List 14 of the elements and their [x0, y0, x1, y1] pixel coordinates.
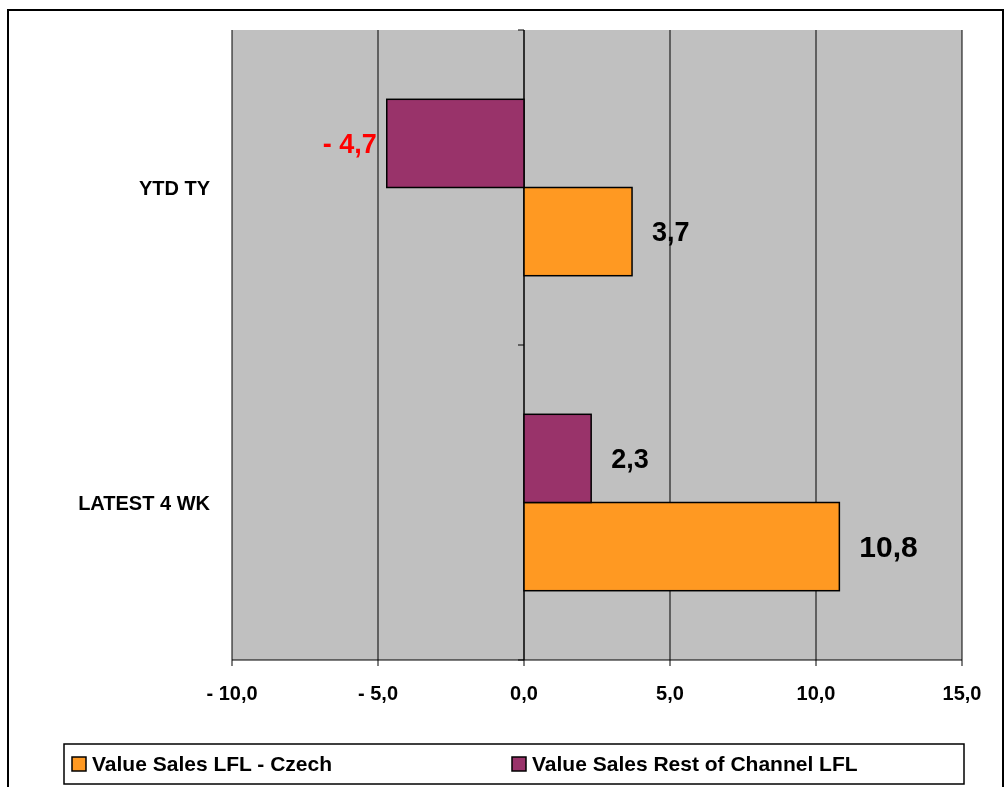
x-tick-label: - 5,0 [357, 682, 399, 704]
data-label: 2,3 [611, 443, 649, 474]
x-tick-label: 0,0 [510, 682, 538, 704]
legend-label: Value Sales Rest of Channel LFL [532, 752, 858, 776]
x-tick-label: 15,0 [942, 682, 982, 704]
legend-label: Value Sales LFL - Czech [92, 752, 333, 776]
x-tick-label: 5,0 [656, 682, 684, 704]
x-tick-label: 10,0 [796, 682, 836, 704]
data-label: 10,8 [859, 530, 918, 564]
y-tick-label: LATEST 4 WK [78, 491, 211, 514]
data-label: 3,7 [652, 217, 690, 248]
y-tick-label: YTD TY [138, 176, 211, 199]
x-tick-label: - 10,0 [206, 682, 258, 704]
data-label: - 4,7 [322, 128, 377, 159]
